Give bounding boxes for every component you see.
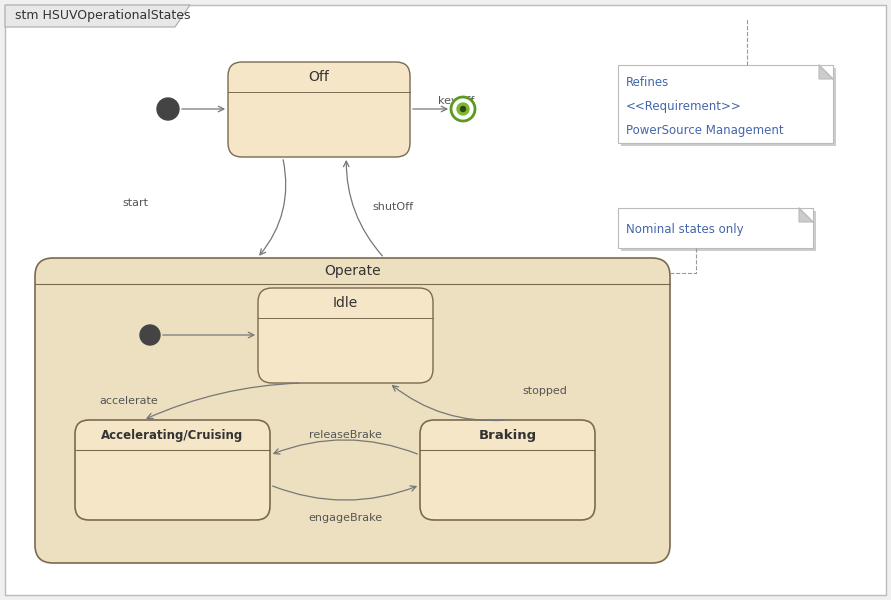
FancyBboxPatch shape — [75, 420, 270, 520]
Polygon shape — [799, 208, 813, 222]
Text: Accelerating/Cruising: Accelerating/Cruising — [102, 428, 243, 442]
FancyBboxPatch shape — [618, 65, 833, 143]
Text: keyOff: keyOff — [438, 96, 474, 106]
Text: Refines: Refines — [626, 76, 669, 89]
Text: <<Requirement>>: <<Requirement>> — [626, 100, 741, 113]
Text: engageBrake: engageBrake — [308, 513, 382, 523]
Circle shape — [157, 98, 179, 120]
Text: stopped: stopped — [522, 386, 568, 397]
Text: Off: Off — [308, 70, 330, 84]
FancyBboxPatch shape — [420, 420, 595, 520]
Circle shape — [457, 103, 469, 115]
Text: PowerSource Management: PowerSource Management — [626, 124, 783, 137]
Circle shape — [461, 107, 465, 112]
Polygon shape — [819, 65, 833, 79]
Circle shape — [451, 97, 475, 121]
Text: Operate: Operate — [324, 264, 380, 278]
Text: stm HSUVOperationalStates: stm HSUVOperationalStates — [15, 10, 191, 22]
Circle shape — [140, 325, 160, 345]
FancyBboxPatch shape — [258, 288, 433, 383]
Text: Idle: Idle — [333, 296, 358, 310]
Text: Braking: Braking — [478, 428, 536, 442]
Text: shutOff: shutOff — [372, 202, 413, 212]
FancyBboxPatch shape — [621, 68, 836, 146]
Text: accelerate: accelerate — [99, 397, 158, 407]
FancyBboxPatch shape — [35, 258, 670, 563]
Polygon shape — [5, 5, 190, 27]
FancyBboxPatch shape — [228, 62, 410, 157]
FancyBboxPatch shape — [621, 211, 816, 251]
Text: Nominal states only: Nominal states only — [626, 223, 744, 236]
FancyBboxPatch shape — [618, 208, 813, 248]
Text: start: start — [123, 197, 149, 208]
Text: releaseBrake: releaseBrake — [308, 430, 381, 440]
FancyBboxPatch shape — [5, 5, 886, 595]
